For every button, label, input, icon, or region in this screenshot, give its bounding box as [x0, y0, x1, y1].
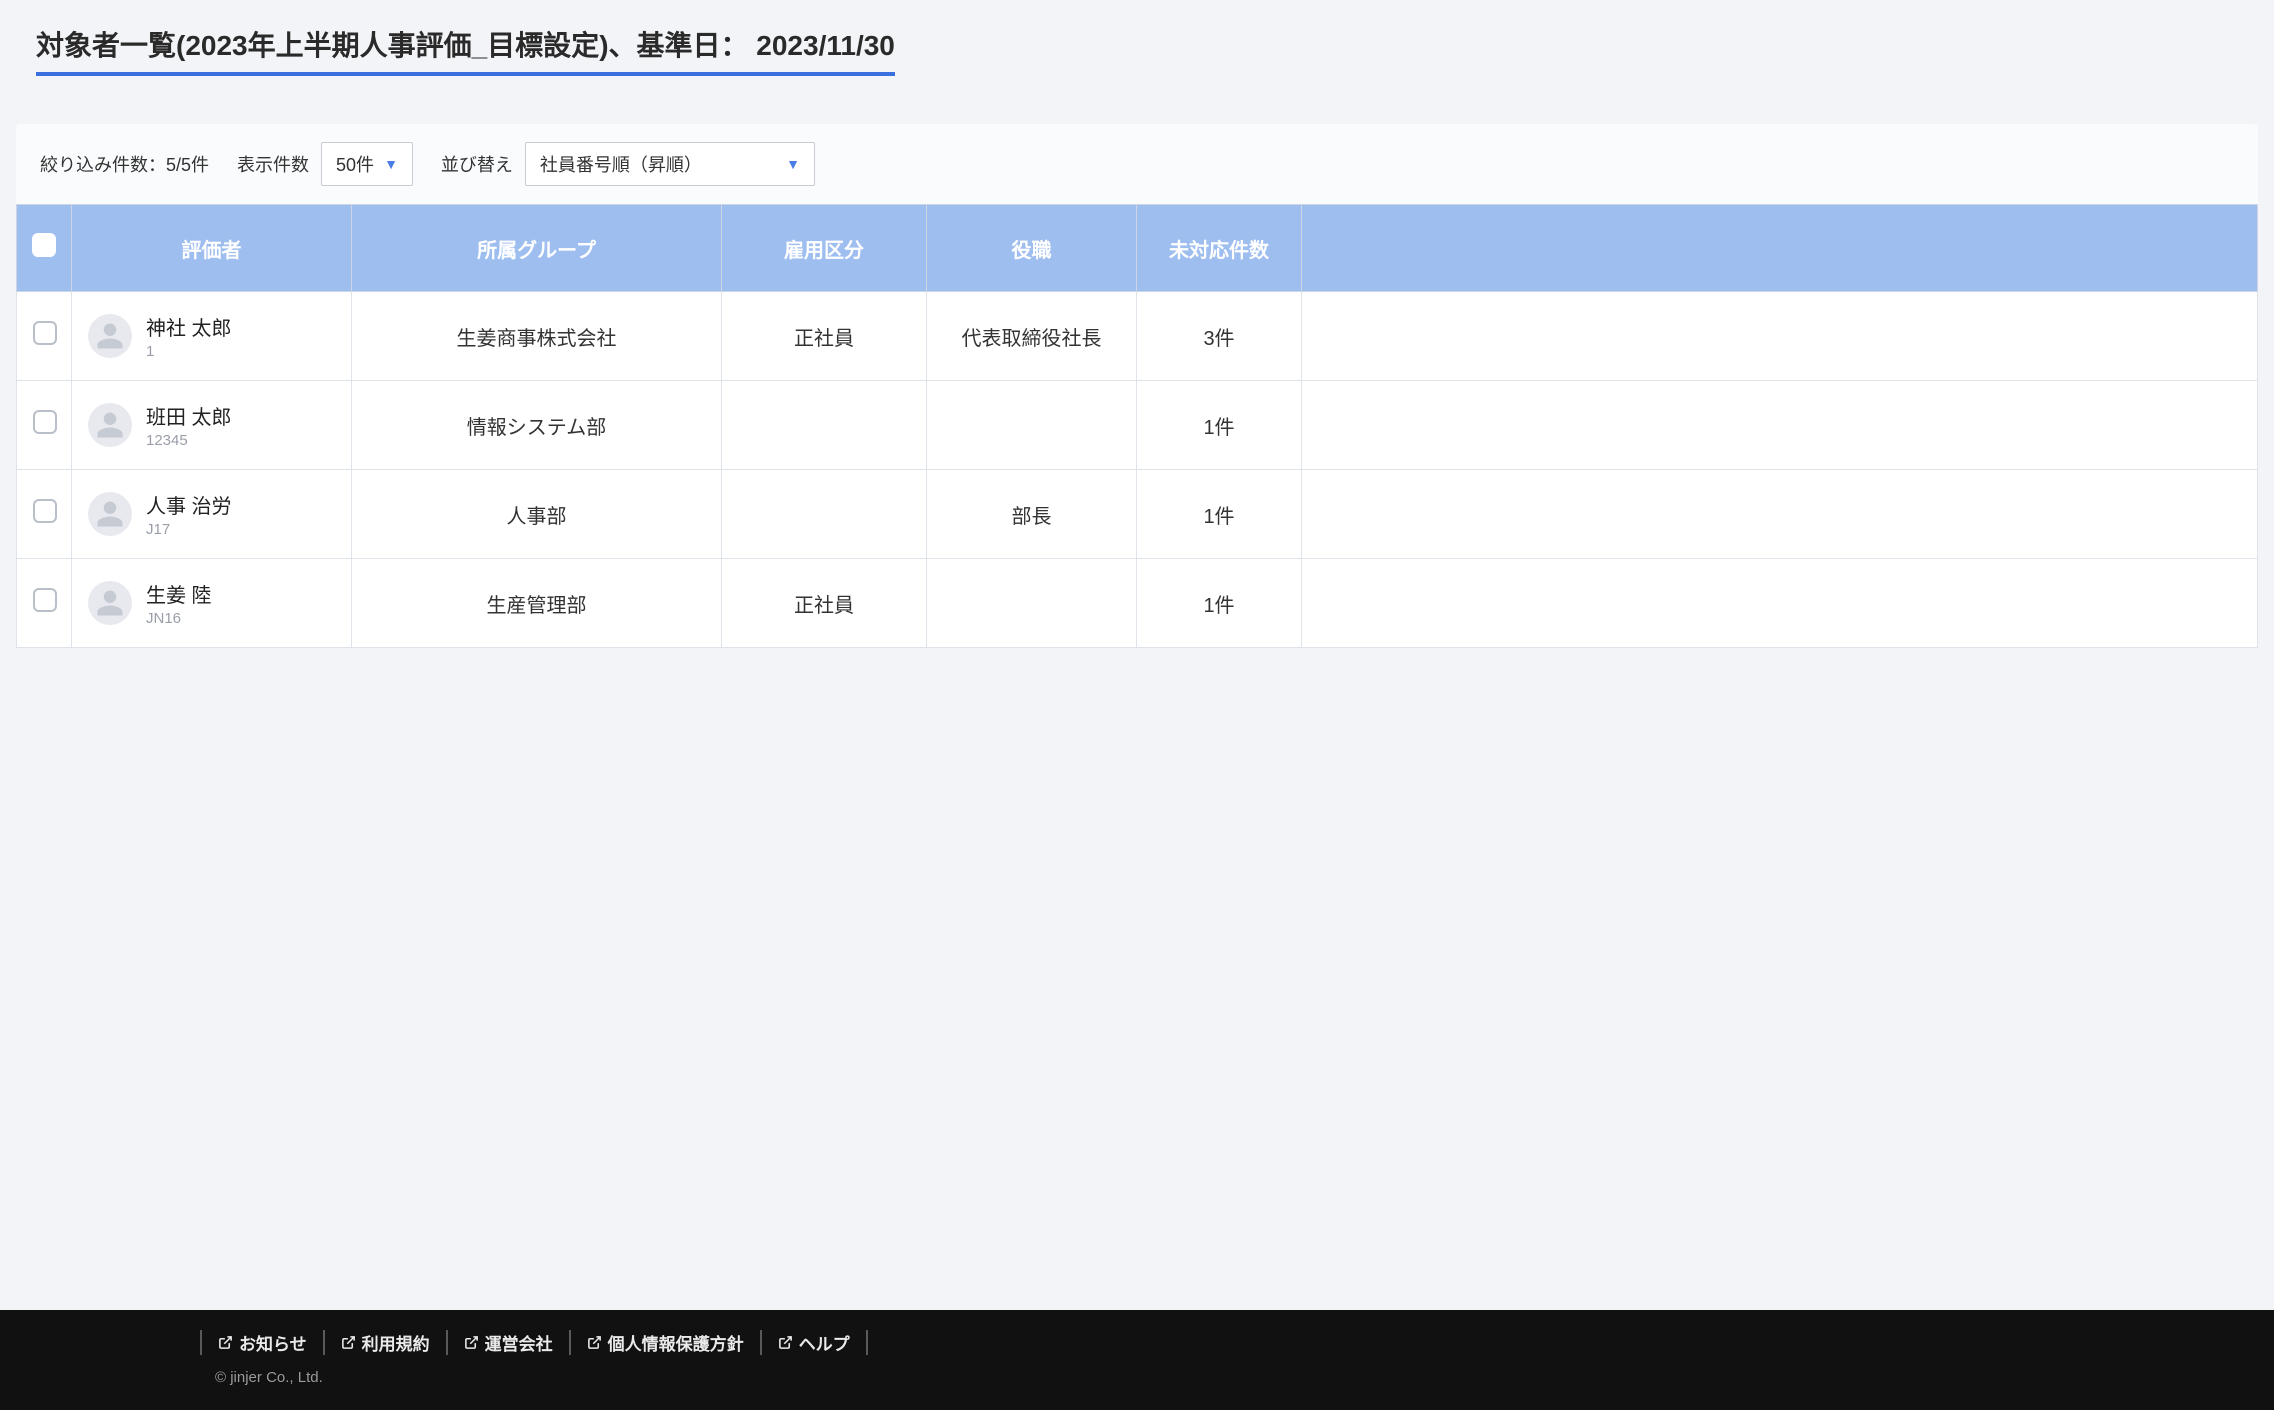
row-checkbox[interactable]: [33, 410, 57, 434]
display-count-group: 表示件数 50件 ▼: [237, 142, 413, 186]
cell-employment: 正社員: [722, 559, 927, 648]
table-row: 生姜 陸 JN16 生産管理部 正社員 1件: [17, 559, 2258, 648]
copyright: © jinjer Co., Ltd.: [0, 1369, 2274, 1386]
footer-link-privacy[interactable]: 個人情報保護方針: [569, 1330, 760, 1355]
evaluator-name: 神社 太郎: [146, 312, 232, 341]
toolbar: 絞り込み件数：5/5件 表示件数 50件 ▼ 並び替え 社員番号順（昇順） ▼: [16, 124, 2258, 204]
dropdown-icon: ▼: [786, 156, 800, 172]
cell-evaluator: 班田 太郎 12345: [72, 381, 352, 470]
cell-group: 情報システム部: [352, 381, 722, 470]
cell-position: 代表取締役社長: [927, 292, 1137, 381]
footer-link-terms[interactable]: 利用規約: [323, 1330, 446, 1355]
cell-checkbox: [17, 381, 72, 470]
evaluator-name: 生姜 陸: [146, 579, 212, 608]
cell-extra: [1302, 292, 2258, 381]
table-wrapper: 評価者 所属グループ 雇用区分 役職 未対応件数 神: [16, 204, 2258, 648]
sort-value: 社員番号順（昇順）: [540, 151, 702, 177]
cell-pending: 1件: [1137, 470, 1302, 559]
evaluator-table: 評価者 所属グループ 雇用区分 役職 未対応件数 神: [16, 204, 2258, 648]
evaluator-name: 人事 治労: [146, 490, 232, 519]
sort-select[interactable]: 社員番号順（昇順） ▼: [525, 142, 815, 186]
external-link-icon: [587, 1335, 602, 1350]
th-employment: 雇用区分: [722, 205, 927, 292]
cell-evaluator: 神社 太郎 1: [72, 292, 352, 381]
cell-checkbox: [17, 559, 72, 648]
footer-link-help[interactable]: ヘルプ: [760, 1330, 868, 1355]
cell-checkbox: [17, 292, 72, 381]
cell-pending: 1件: [1137, 381, 1302, 470]
dropdown-icon: ▼: [384, 156, 398, 172]
footer-link-label: 運営会社: [485, 1330, 553, 1355]
cell-position: 部長: [927, 470, 1137, 559]
evaluator-id: JN16: [146, 610, 212, 627]
cell-evaluator: 人事 治労 J17: [72, 470, 352, 559]
cell-group: 生産管理部: [352, 559, 722, 648]
filter-count: 絞り込み件数：5/5件: [40, 151, 209, 177]
footer-link-news[interactable]: お知らせ: [200, 1330, 323, 1355]
footer-link-label: ヘルプ: [799, 1330, 850, 1355]
evaluator-id: 12345: [146, 432, 232, 449]
th-extra: [1302, 205, 2258, 292]
sort-label: 並び替え: [441, 151, 513, 177]
evaluator-name: 班田 太郎: [146, 401, 232, 430]
row-checkbox[interactable]: [33, 321, 57, 345]
row-checkbox[interactable]: [33, 588, 57, 612]
page-header: 対象者一覧(2023年上半期人事評価_目標設定)、基準日： 2023/11/30: [0, 0, 2274, 88]
page-title: 対象者一覧(2023年上半期人事評価_目標設定)、基準日： 2023/11/30: [36, 24, 895, 76]
cell-extra: [1302, 559, 2258, 648]
external-link-icon: [341, 1335, 356, 1350]
avatar: [88, 314, 132, 358]
cell-employment: 正社員: [722, 292, 927, 381]
th-group: 所属グループ: [352, 205, 722, 292]
cell-extra: [1302, 470, 2258, 559]
footer-links: お知らせ 利用規約 運営会社 個人情報保護方針 ヘルプ: [0, 1330, 2274, 1355]
cell-evaluator: 生姜 陸 JN16: [72, 559, 352, 648]
cell-group: 生姜商事株式会社: [352, 292, 722, 381]
cell-employment: [722, 381, 927, 470]
footer: お知らせ 利用規約 運営会社 個人情報保護方針 ヘルプ © jinjer Co.…: [0, 1310, 2274, 1410]
display-count-select[interactable]: 50件 ▼: [321, 142, 413, 186]
th-pending: 未対応件数: [1137, 205, 1302, 292]
list-panel: 絞り込み件数：5/5件 表示件数 50件 ▼ 並び替え 社員番号順（昇順） ▼: [16, 124, 2258, 648]
evaluator-id: 1: [146, 343, 232, 360]
cell-position: [927, 381, 1137, 470]
display-count-label: 表示件数: [237, 151, 309, 177]
table-header-row: 評価者 所属グループ 雇用区分 役職 未対応件数: [17, 205, 2258, 292]
external-link-icon: [218, 1335, 233, 1350]
external-link-icon: [778, 1335, 793, 1350]
footer-link-label: お知らせ: [239, 1330, 307, 1355]
th-checkbox: [17, 205, 72, 292]
cell-employment: [722, 470, 927, 559]
sort-group: 並び替え 社員番号順（昇順） ▼: [441, 142, 815, 186]
footer-link-label: 利用規約: [362, 1330, 430, 1355]
select-all-checkbox[interactable]: [32, 233, 56, 257]
cell-position: [927, 559, 1137, 648]
footer-link-company[interactable]: 運営会社: [446, 1330, 569, 1355]
th-position: 役職: [927, 205, 1137, 292]
table-row: 人事 治労 J17 人事部 部長 1件: [17, 470, 2258, 559]
cell-checkbox: [17, 470, 72, 559]
cell-group: 人事部: [352, 470, 722, 559]
evaluator-id: J17: [146, 521, 232, 538]
cell-pending: 1件: [1137, 559, 1302, 648]
avatar: [88, 492, 132, 536]
cell-pending: 3件: [1137, 292, 1302, 381]
row-checkbox[interactable]: [33, 499, 57, 523]
th-evaluator: 評価者: [72, 205, 352, 292]
footer-link-label: 個人情報保護方針: [608, 1330, 744, 1355]
filter-count-label: 絞り込み件数：5/5件: [40, 151, 209, 177]
display-count-value: 50件: [336, 151, 374, 177]
external-link-icon: [464, 1335, 479, 1350]
table-row: 班田 太郎 12345 情報システム部 1件: [17, 381, 2258, 470]
cell-extra: [1302, 381, 2258, 470]
avatar: [88, 581, 132, 625]
avatar: [88, 403, 132, 447]
table-row: 神社 太郎 1 生姜商事株式会社 正社員 代表取締役社長 3件: [17, 292, 2258, 381]
